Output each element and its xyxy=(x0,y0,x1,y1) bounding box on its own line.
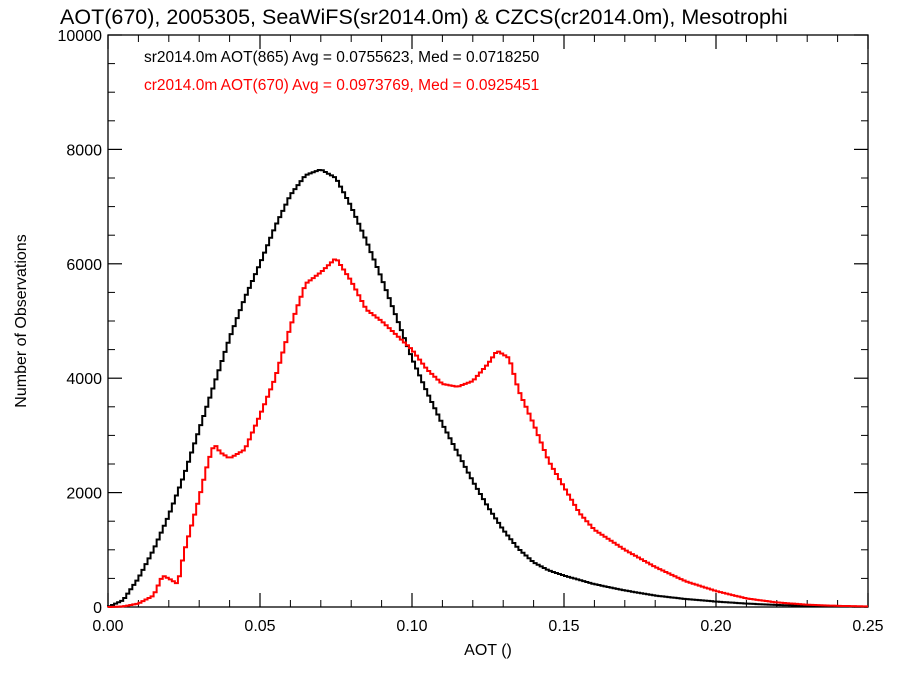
legend-entry-0: sr2014.0m AOT(865) Avg = 0.0755623, Med … xyxy=(144,49,540,66)
series-lines xyxy=(107,168,868,608)
x-tick-label: 0.15 xyxy=(548,618,579,635)
series-line-0 xyxy=(107,168,868,608)
x-tick-label: 0.20 xyxy=(700,618,731,635)
tick-labels: 0.00 0.05 0.10 0.15 0.20 0.25 0 2000 4000 6000 800… xyxy=(58,28,884,635)
legend-entry-1: cr2014.0m AOT(670) Avg = 0.0973769, Med … xyxy=(144,77,539,94)
series-line-1 xyxy=(107,258,868,608)
plot-frame xyxy=(107,34,869,608)
y-axis-label: Number of Observations xyxy=(13,234,30,407)
x-tick-label: 0.05 xyxy=(244,618,275,635)
x-axis-label: AOT () xyxy=(464,642,512,659)
chart-title: AOT(670), 2005305, SeaWiFS(sr2014.0m) & … xyxy=(60,5,788,29)
y-tick-label: 2000 xyxy=(66,486,102,503)
y-tick-label: 6000 xyxy=(66,257,102,274)
x-tick-label: 0.10 xyxy=(396,618,427,635)
y-tick-label: 10000 xyxy=(58,28,103,45)
axis-ticks xyxy=(107,34,869,608)
y-tick-label: 4000 xyxy=(66,371,102,388)
x-tick-label: 0.25 xyxy=(852,618,883,635)
y-tick-label: 0 xyxy=(93,600,102,617)
y-tick-label: 8000 xyxy=(66,142,102,159)
x-tick-label: 0.00 xyxy=(92,618,123,635)
